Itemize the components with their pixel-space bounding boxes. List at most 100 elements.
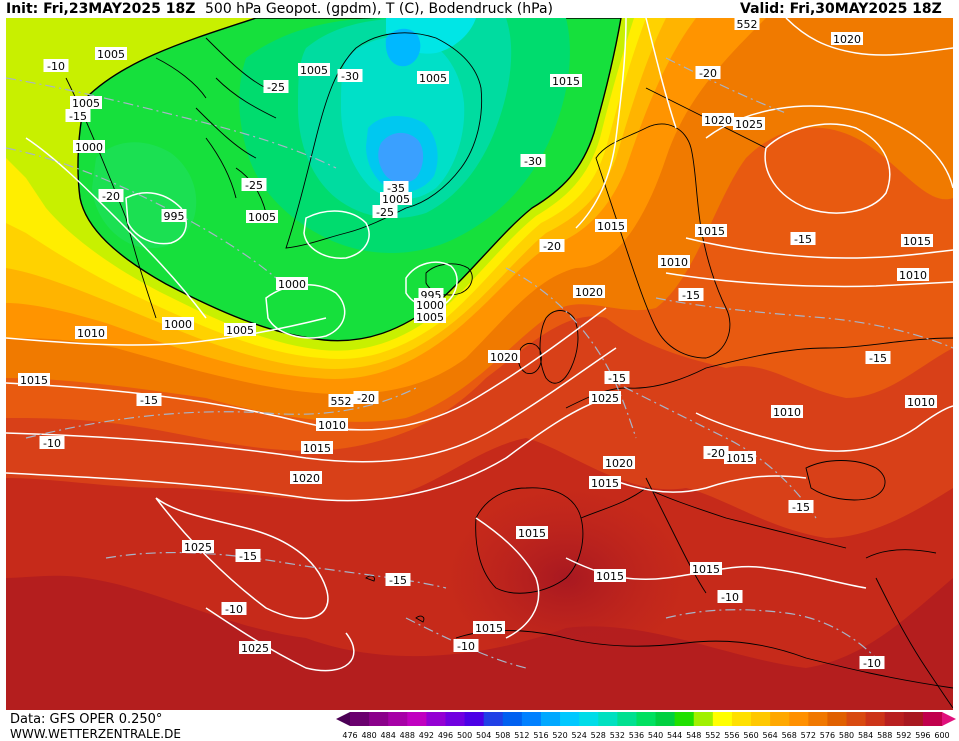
temperature-label-text: -10 xyxy=(225,603,243,616)
pressure-label: 1005 xyxy=(70,96,102,110)
pressure-label-box xyxy=(573,285,605,298)
coastlines xyxy=(65,32,953,709)
temperature-label-text: -25 xyxy=(376,206,394,219)
pressure-label: 1005 xyxy=(298,63,330,77)
geopotential-label-box xyxy=(328,394,354,407)
pressure-label-box xyxy=(18,373,50,386)
pressure-label: 1010 xyxy=(316,418,348,432)
temperature-label-box xyxy=(136,393,162,406)
pressure-label-box xyxy=(75,326,107,339)
legend-swatch xyxy=(751,712,771,726)
pressure-label-text: 1010 xyxy=(773,406,801,419)
init-time: Init: Fri,23MAY2025 18Z xyxy=(6,1,196,17)
legend-tick-label: 580 xyxy=(839,731,854,740)
geopotential-label-text: 552 xyxy=(331,395,352,408)
pressure-label-box xyxy=(301,441,333,454)
legend-tick-label: 540 xyxy=(648,731,663,740)
temperature-label-box xyxy=(678,288,704,301)
pressure-label-text: 1020 xyxy=(490,351,518,364)
temperature-label-box xyxy=(695,66,721,79)
pressure-label-box xyxy=(418,288,444,301)
pressure-label-box xyxy=(695,224,727,237)
legend-tick-label: 568 xyxy=(782,731,797,740)
pressure-label: 1015 xyxy=(301,441,333,455)
legend-tick-label: 492 xyxy=(419,731,434,740)
pressure-label-box xyxy=(589,391,621,404)
temperature-label: -15 xyxy=(65,109,91,123)
temperature-label-text: -25 xyxy=(267,81,285,94)
pressure-label: 1025 xyxy=(239,641,271,655)
pressure-label-text: 995 xyxy=(164,210,185,223)
temperature-label-box xyxy=(263,80,289,93)
temperature-label: -15 xyxy=(235,549,261,563)
temperature-label-box xyxy=(453,639,479,652)
pressure-label-text: 1015 xyxy=(20,374,48,387)
temperature-label-box xyxy=(221,602,247,615)
pressure-label-text: 1010 xyxy=(899,269,927,282)
legend-swatch xyxy=(636,712,657,726)
temperature-label: -10 xyxy=(453,639,479,653)
pressure-label-text: 1020 xyxy=(292,472,320,485)
pressure-label-box xyxy=(414,298,446,311)
legend-swatch xyxy=(540,712,561,726)
legend-tick-label: 556 xyxy=(724,731,739,740)
legend-swatch xyxy=(808,712,828,726)
pressure-label: 1015 xyxy=(901,234,933,248)
pressure-label: 1005 xyxy=(224,323,256,337)
legend-tick-label: 564 xyxy=(762,731,777,740)
pressure-label-text: 1010 xyxy=(318,419,346,432)
temperature-label: -30 xyxy=(520,154,546,168)
legend-tick-label: 508 xyxy=(495,731,510,740)
legend-swatch xyxy=(731,712,752,726)
legend-arrow-right xyxy=(942,712,956,726)
temperature-label-box xyxy=(604,371,630,384)
temperature-label: -15 xyxy=(678,288,704,302)
temperature-label: -20 xyxy=(695,66,721,80)
pressure-label-box xyxy=(702,113,734,126)
pressure-label-box xyxy=(724,451,756,464)
pressure-label-box xyxy=(276,277,308,290)
legend-swatch xyxy=(846,712,867,726)
legend-tick-label: 500 xyxy=(457,731,472,740)
pressure-label-box xyxy=(589,476,621,489)
temperature-labels: -10 -15 -20 -25 -30 -25 -35 -25 -30 -20 -20 -15 -10 -… xyxy=(39,59,891,670)
legend-tick-label: 584 xyxy=(858,731,873,740)
pressure-label-text: 1025 xyxy=(241,642,269,655)
pressure-label-box xyxy=(182,540,214,553)
temperature-label-box xyxy=(703,446,729,459)
pressure-label: 1020 xyxy=(573,285,605,299)
temperature-label-box xyxy=(372,205,398,218)
pressure-label-text: 1015 xyxy=(903,235,931,248)
legend-swatch xyxy=(674,712,695,726)
pressure-label-box xyxy=(414,310,446,323)
valid-time: Valid: Fri,30MAY2025 18Z xyxy=(740,1,942,17)
pressure-label: 1005 xyxy=(95,47,127,61)
legend-swatch xyxy=(789,712,809,726)
pressure-label-box xyxy=(603,456,635,469)
pressure-label-box xyxy=(70,96,102,109)
legend-tick-label: 552 xyxy=(705,731,720,740)
legend-swatch xyxy=(922,712,943,726)
pressure-label-box xyxy=(897,268,929,281)
temperature-label-box xyxy=(43,59,69,72)
legend-swatch xyxy=(865,712,886,726)
pressure-label-text: 1005 xyxy=(248,211,276,224)
band-532 xyxy=(378,132,424,184)
temperature-label-box xyxy=(539,239,565,252)
pressure-label: 1025 xyxy=(182,540,214,554)
legend-swatch xyxy=(827,712,848,726)
pressure-label-text: 1025 xyxy=(735,118,763,131)
band-528-north xyxy=(385,28,421,67)
pressure-label-text: 1015 xyxy=(692,563,720,576)
pressure-label: 1015 xyxy=(516,526,548,540)
model-credit: Data: GFS OPER 0.250° xyxy=(10,712,163,727)
pressure-label: 1005 xyxy=(417,71,449,85)
temperature-label-text: -15 xyxy=(140,394,158,407)
pressure-label-box xyxy=(690,562,722,575)
legend-tick-label: 476 xyxy=(342,731,357,740)
temperature-label-text: -10 xyxy=(721,591,739,604)
pressure-label: 1005 xyxy=(380,192,412,206)
temperature-label: -35 xyxy=(383,181,409,195)
pressure-label-box xyxy=(298,63,330,76)
pressure-label-text: 1000 xyxy=(278,278,306,291)
